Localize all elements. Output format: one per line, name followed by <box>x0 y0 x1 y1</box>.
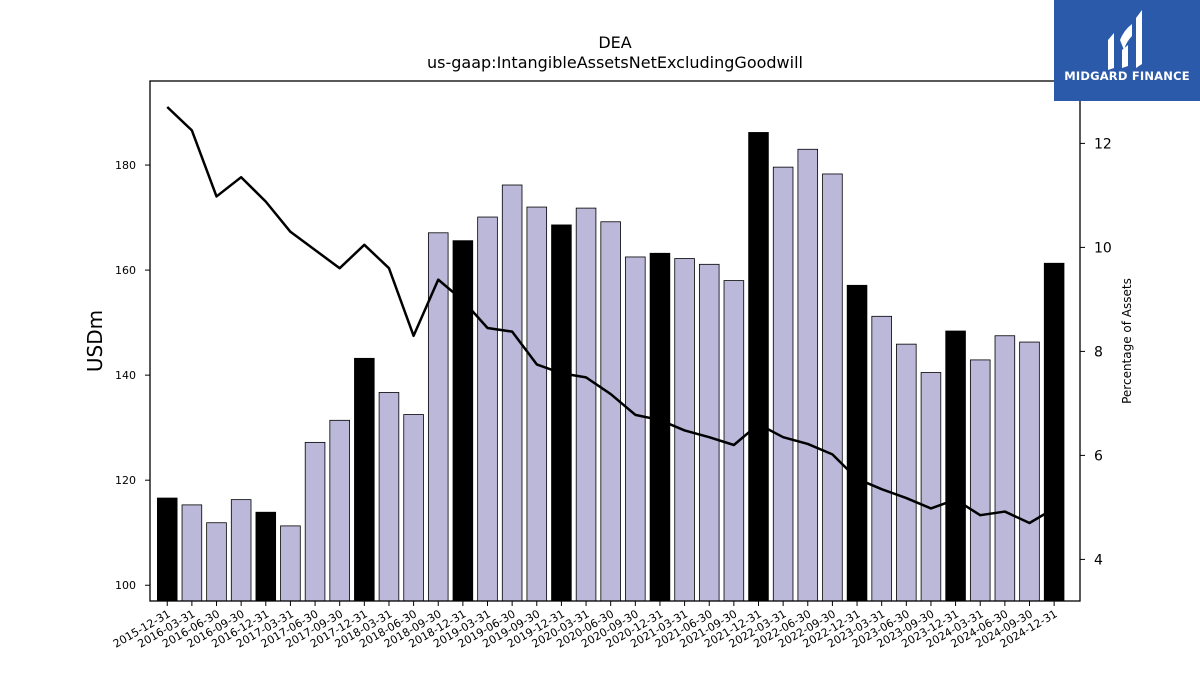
bar <box>969 359 991 602</box>
bar <box>501 184 523 602</box>
bar <box>920 372 942 602</box>
bar <box>772 166 794 602</box>
logo-text: MIDGARD FINANCE <box>1064 69 1190 83</box>
y2-axis-label: Percentage of Assets <box>1120 278 1134 404</box>
bar <box>748 132 769 602</box>
y2-tick-label: 10 <box>1094 240 1112 256</box>
y2-tick-label: 8 <box>1094 344 1103 360</box>
y-tick-label: 120 <box>115 474 136 487</box>
bar <box>551 224 572 602</box>
bar <box>846 284 868 602</box>
y2-tick-label: 12 <box>1094 136 1112 152</box>
bar <box>1019 341 1040 602</box>
y-tick-label: 100 <box>115 579 136 592</box>
bar <box>1043 262 1065 602</box>
chart-title: DEA <box>598 33 631 52</box>
bar <box>698 263 720 602</box>
bar <box>329 419 350 602</box>
bar <box>230 499 252 602</box>
bar <box>994 335 1016 602</box>
bar <box>526 206 548 602</box>
y-tick-label: 180 <box>115 159 136 172</box>
bar <box>625 256 646 602</box>
bar <box>896 343 917 602</box>
bar <box>600 221 621 602</box>
bar <box>427 232 449 602</box>
percentage-line <box>166 106 1055 525</box>
bar <box>871 315 892 602</box>
bar <box>206 522 227 602</box>
bar <box>181 504 203 602</box>
bar <box>822 173 843 602</box>
bar <box>255 511 277 602</box>
plot-frame <box>149 80 1081 602</box>
bar <box>477 216 498 602</box>
bar <box>304 441 326 602</box>
bar <box>945 330 966 602</box>
chart-subtitle: us-gaap:IntangibleAssetsNetExcludingGood… <box>427 53 803 72</box>
bar <box>156 497 178 602</box>
y-axis-label: USDm <box>83 310 107 372</box>
bar <box>403 414 424 602</box>
bar <box>354 357 375 602</box>
y2-tick-label: 4 <box>1094 552 1103 568</box>
bar <box>280 525 301 602</box>
y-tick-label: 140 <box>115 369 136 382</box>
bar <box>378 392 400 602</box>
y2-tick-label: 6 <box>1094 448 1103 464</box>
bar <box>797 148 819 602</box>
y-tick-label: 160 <box>115 264 136 277</box>
logo-mark-icon <box>1108 10 1142 70</box>
brand-logo: MIDGARD FINANCE <box>1054 0 1200 101</box>
bar <box>649 252 671 602</box>
bar <box>575 207 597 602</box>
